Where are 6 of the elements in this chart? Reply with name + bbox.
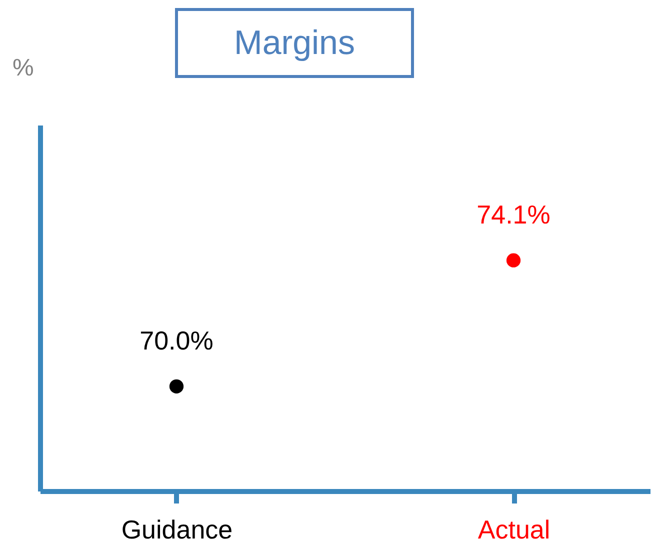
- x-tick-label: Guidance: [121, 514, 233, 544]
- data-label: 70.0%: [140, 325, 214, 356]
- x-tick-label: Actual: [478, 514, 550, 544]
- chart-title: Margins: [175, 8, 414, 78]
- data-label: 74.1%: [476, 199, 550, 230]
- y-axis-title: %: [12, 54, 34, 82]
